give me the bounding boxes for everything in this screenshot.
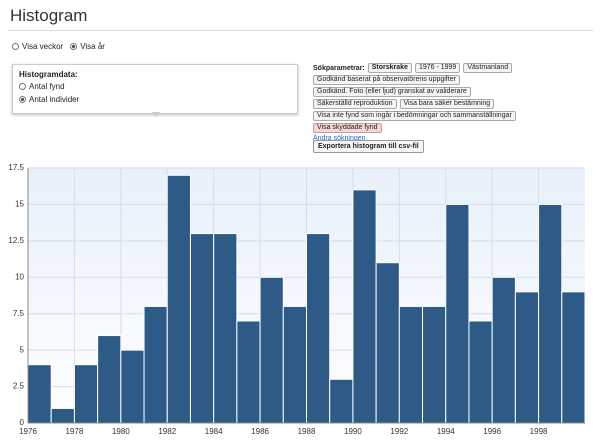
bar (259, 276, 284, 424)
bar (236, 320, 261, 424)
tag[interactable]: Godkänd baserat på observatörens uppgift… (313, 75, 460, 85)
panel-pointer (152, 112, 160, 117)
export-button[interactable]: Exportera histogram till csv-fil (313, 140, 424, 153)
tag[interactable]: Storskrake (367, 63, 412, 73)
params-label: Sökparametrar: (313, 64, 365, 72)
bar (282, 305, 307, 424)
bar (422, 305, 447, 424)
bar (375, 262, 400, 424)
bar (491, 276, 516, 424)
panel: Histogramdata: Antal fynd Antal individe… (12, 64, 298, 114)
radio-label[interactable]: Visa veckor (22, 42, 64, 51)
y-tick-label: 7.5 (13, 309, 25, 318)
tag[interactable]: 1976 - 1999 (414, 63, 461, 73)
bar (352, 189, 377, 424)
tag[interactable]: Godkänd. Foto (eller ljud) granskat av v… (313, 87, 471, 97)
bar (538, 203, 563, 424)
panel-title: Histogramdata: (19, 70, 78, 79)
x-tick-label: 1984 (205, 427, 223, 436)
radio-option: Antal fynd (19, 82, 65, 91)
tag[interactable]: Visa inte fynd som ingår i bedömningar o… (313, 111, 516, 121)
tag[interactable]: Säkerställd reproduktion (313, 99, 397, 109)
bar (514, 291, 540, 424)
bar (306, 233, 331, 424)
x-tick-label: 1990 (344, 427, 362, 436)
bar (468, 320, 493, 424)
bar (27, 364, 52, 424)
y-tick-label: 15 (15, 200, 24, 209)
radio-option: Antal individer (19, 95, 79, 104)
bar (213, 233, 238, 424)
radio[interactable] (19, 96, 26, 103)
radio[interactable] (19, 83, 26, 90)
bar (329, 378, 354, 424)
bar (166, 174, 191, 424)
y-tick-label: 0 (20, 418, 25, 427)
y-tick-label: 10 (15, 272, 24, 281)
y-tick-label: 5 (20, 345, 25, 354)
radio-label[interactable]: Visa år (80, 42, 105, 51)
search-params: Sökparametrar: Storskrake 1976 - 1999 Vä… (313, 63, 523, 144)
bar (73, 364, 99, 424)
radio-label[interactable]: Antal fynd (29, 82, 65, 91)
bar (445, 203, 470, 424)
radio-group: Visa veckor Visa år (12, 42, 105, 51)
page-title: Histogram (10, 6, 88, 25)
x-tick-label: 1988 (298, 427, 316, 436)
bar (561, 291, 586, 424)
y-tick-label: 2.5 (13, 382, 25, 391)
x-tick-label: 1996 (483, 427, 501, 436)
divider (8, 30, 594, 31)
tag[interactable]: Västmanland (463, 63, 513, 73)
bar (50, 407, 75, 424)
x-tick-label: 1980 (112, 427, 130, 436)
bar (398, 305, 424, 424)
x-tick-label: 1976 (19, 427, 37, 436)
radio[interactable] (70, 43, 78, 50)
x-tick-label: 1978 (66, 427, 84, 436)
tag[interactable]: Visa skyddade fynd (313, 123, 382, 133)
tag[interactable]: Visa bara säker bestämning (399, 99, 495, 109)
x-tick-label: 1986 (251, 427, 269, 436)
bar (97, 335, 122, 424)
y-tick-label: 17.5 (8, 163, 24, 172)
radio[interactable] (12, 43, 19, 50)
edit-link[interactable]: Ändra sökningen (313, 135, 366, 142)
x-tick-label: 1998 (530, 427, 548, 436)
y-tick-label: 12.5 (8, 236, 24, 245)
chart: 0 2.5 5 7.5 10 12.5 15 17.5 1976 1978 1980 1982 1984… (8, 163, 586, 436)
x-tick-label: 1994 (437, 427, 455, 436)
x-tick-label: 1992 (390, 427, 408, 436)
radio-label[interactable]: Antal individer (29, 95, 80, 104)
bar (189, 233, 215, 424)
bar (120, 349, 145, 424)
bar (143, 305, 168, 424)
x-tick-label: 1982 (158, 427, 176, 436)
